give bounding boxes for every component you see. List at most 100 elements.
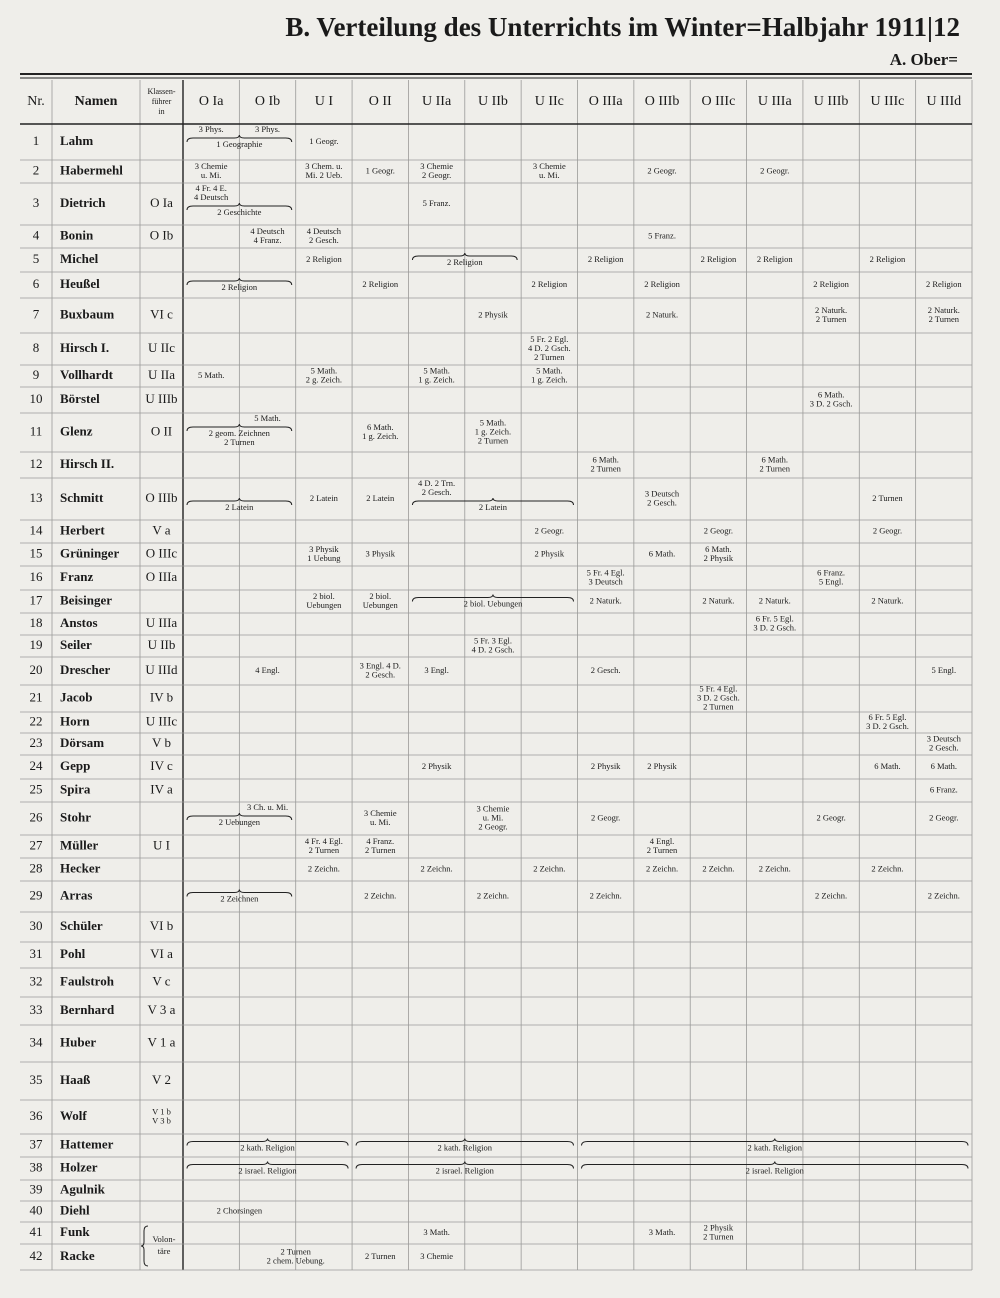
header-class: U IIIc xyxy=(871,94,905,109)
teacher-name: Seiler xyxy=(60,637,92,652)
lesson: 4 Fr. 4 E. xyxy=(195,183,226,193)
lesson: 2 biol. Uebungen xyxy=(464,598,524,608)
teacher-name: Jacob xyxy=(60,689,93,704)
lesson: 3 Physik xyxy=(365,548,395,558)
row-number: 32 xyxy=(30,973,43,988)
lesson: 4 D. 2 Gsch. xyxy=(528,343,571,353)
lesson: 2 Turnen xyxy=(816,314,847,324)
header-class: U I xyxy=(315,94,334,109)
row-number: 33 xyxy=(30,1002,43,1017)
lesson: 2 Zeichn. xyxy=(815,890,847,900)
lesson: 2 Turnen xyxy=(703,701,734,711)
lesson: 2 israel. Religion xyxy=(746,1165,805,1175)
lesson: 2 geom. Zeichnen xyxy=(209,428,271,438)
row-number: 12 xyxy=(30,456,43,471)
lesson: 3 Ch. u. Mi. xyxy=(247,802,288,812)
volunteer-label: täre xyxy=(158,1246,171,1256)
lesson: 6 Math. xyxy=(874,761,900,771)
lesson: 2 kath. Religion xyxy=(240,1142,295,1152)
lesson: 2 Zeichn. xyxy=(364,890,396,900)
lesson: 2 Turnen xyxy=(929,314,960,324)
lesson: 2 Physik xyxy=(422,761,452,771)
lesson: 3 Chemie xyxy=(195,161,228,171)
teacher-name: Herbert xyxy=(60,522,105,537)
lesson: 3 D. 2 Gsch. xyxy=(810,398,853,408)
teacher-name: Dietrich xyxy=(60,195,106,210)
class-leader: U IIa xyxy=(148,367,175,382)
teacher-name: Buxbaum xyxy=(60,306,114,321)
lesson: 2 Geogr. xyxy=(816,812,845,822)
lesson: 2 Zeichn. xyxy=(477,890,509,900)
brace xyxy=(581,1161,969,1169)
lesson: 1 g. Zeich. xyxy=(531,374,567,384)
row-number: 27 xyxy=(30,837,44,852)
lesson: 2 Naturk. xyxy=(928,305,960,315)
lesson: 2 Religion xyxy=(926,279,962,289)
row-number: 4 xyxy=(33,227,40,242)
lesson: u. Mi. xyxy=(539,170,560,180)
teacher-name: Vollhardt xyxy=(60,367,114,382)
lesson: 5 Engl. xyxy=(932,665,957,675)
row-number: 2 xyxy=(33,162,40,177)
lesson: 2 Religion xyxy=(813,279,849,289)
brace xyxy=(355,1161,574,1169)
lesson: 6 Franz. xyxy=(930,784,958,794)
lesson: 2 Zeichn. xyxy=(646,863,678,873)
lesson: 2 Religion xyxy=(222,282,258,292)
lesson: 3 Phys. xyxy=(199,124,224,134)
lesson: 4 Franz. xyxy=(366,836,394,846)
lesson: 2 Geogr. xyxy=(760,165,789,175)
lesson: 4 Deutsch xyxy=(307,226,342,236)
lesson: 1 Geographie xyxy=(216,139,262,149)
row-number: 5 xyxy=(33,251,40,266)
class-leader: VI a xyxy=(150,946,173,961)
teacher-name: Grüninger xyxy=(60,545,119,560)
lesson: 2 israel. Religion xyxy=(436,1165,495,1175)
lesson: 3 D. 2 Gsch. xyxy=(753,622,796,632)
class-leader: VI b xyxy=(150,918,173,933)
teacher-name: Stohr xyxy=(60,809,91,824)
row-number: 13 xyxy=(30,490,43,505)
row-number: 34 xyxy=(30,1034,44,1049)
row-number: 16 xyxy=(30,569,44,584)
teacher-name: Börstel xyxy=(60,391,100,406)
lesson: Uebungen xyxy=(363,600,399,610)
header-leader: Klassen- xyxy=(148,87,176,96)
lesson: 2 Religion xyxy=(588,254,624,264)
lesson: 3 Deutsch xyxy=(927,733,962,743)
lesson: 2 Gesch. xyxy=(929,742,959,752)
class-leader: U IIb xyxy=(148,637,176,652)
header-leader: führer xyxy=(152,97,172,106)
lesson: 6 Math. xyxy=(649,548,675,558)
lesson: 1 g. Zeich. xyxy=(418,374,454,384)
brace xyxy=(355,1138,574,1146)
lesson: 3 Chemie xyxy=(364,808,397,818)
teacher-name: Lahm xyxy=(60,133,93,148)
lesson: 3 Engl. 4 D. xyxy=(360,660,401,670)
lesson: 2 Physik xyxy=(704,1222,734,1232)
teacher-name: Müller xyxy=(60,837,98,852)
lesson: Uebungen xyxy=(306,600,342,610)
lesson: 2 biol. xyxy=(313,591,335,601)
teacher-name: Holzer xyxy=(60,1159,98,1174)
row-number: 8 xyxy=(33,340,40,355)
lesson: 2 Turnen xyxy=(280,1246,311,1256)
teacher-name: Schüler xyxy=(60,918,103,933)
lesson: 3 Chemie xyxy=(420,161,453,171)
brace xyxy=(186,423,293,432)
header-class: O IIIa xyxy=(589,94,624,109)
row-number: 41 xyxy=(30,1224,43,1239)
lesson: 3 Engl. xyxy=(424,665,449,675)
lesson: 2 Gesch. xyxy=(365,669,395,679)
teacher-name: Heußel xyxy=(60,276,100,291)
header-class: U IIIb xyxy=(814,94,849,109)
lesson: 5 Engl. xyxy=(819,576,844,586)
header-class: O II xyxy=(369,94,392,109)
header-class: U IIIa xyxy=(758,94,793,109)
row-number: 22 xyxy=(30,713,43,728)
lesson: 6 Math. xyxy=(705,544,731,554)
teacher-name: Bernhard xyxy=(60,1002,115,1017)
lesson: u. Mi. xyxy=(483,812,504,822)
lesson: 2 Geogr. xyxy=(422,170,451,180)
lesson: 1 Uebung xyxy=(307,553,341,563)
